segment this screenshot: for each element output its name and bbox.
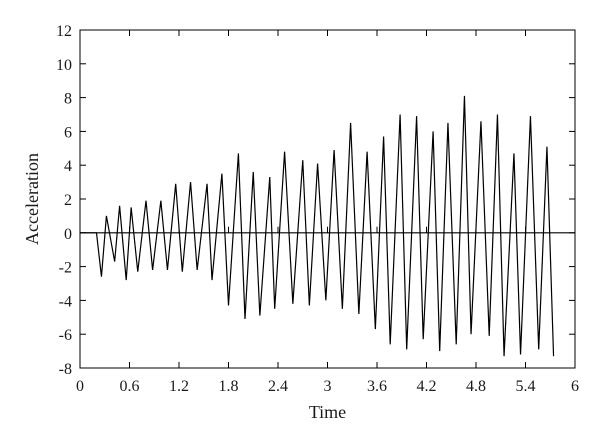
y-tick-label: 10	[56, 57, 72, 74]
x-axis-title: Time	[309, 402, 346, 422]
x-tick-label: 4.8	[466, 378, 486, 395]
y-tick-label: 4	[64, 158, 72, 175]
y-tick-label: 8	[64, 91, 72, 108]
axis-ticks-layer	[79, 29, 576, 369]
y-tick-label: 2	[64, 192, 72, 209]
x-tick-label: 3.6	[367, 378, 387, 395]
x-tick-label: 2.4	[268, 378, 288, 395]
x-tick-label: 0	[76, 378, 84, 395]
y-tick-label: -8	[59, 361, 72, 378]
y-tick-label: -4	[59, 293, 72, 310]
x-tick-label: 4.2	[417, 378, 437, 395]
x-tick-label: 5.4	[516, 378, 536, 395]
x-tick-label: 1.2	[169, 378, 189, 395]
x-tick-label: 1.8	[219, 378, 239, 395]
x-tick-label: 3	[324, 378, 332, 395]
x-tick-label: 0.6	[120, 378, 140, 395]
y-tick-label: -6	[59, 327, 72, 344]
series-line	[80, 95, 555, 357]
plot-frame	[79, 29, 576, 369]
y-tick-label: 6	[64, 124, 72, 141]
y-tick-label: 12	[56, 23, 72, 40]
y-tick-label: 0	[64, 226, 72, 243]
y-axis-title: Acceleration	[22, 153, 42, 245]
y-tick-label: -2	[59, 260, 72, 277]
data-layer	[80, 95, 575, 357]
plot-frame-layer	[79, 29, 576, 369]
tick-labels-layer: 0 0.6 1.2 1.8 2.4 3 3.6 4.2 4.8 5.4 6 -8 -6 -4 -2 0 2 4 6 8…	[56, 23, 579, 395]
x-tick-label: 6	[571, 378, 579, 395]
